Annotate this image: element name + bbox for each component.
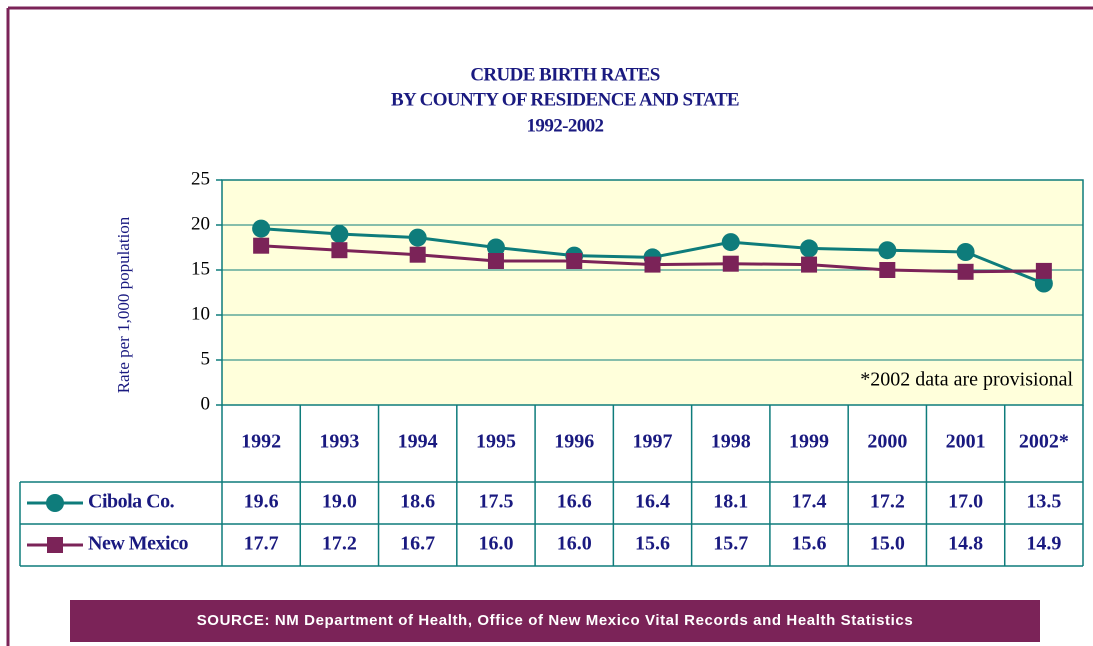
source: SOURCE: NM Department of Health, Office …	[197, 612, 914, 629]
x-tick-label: 1992	[241, 431, 281, 453]
point	[1035, 262, 1052, 279]
y-tick-label: 20	[191, 213, 210, 234]
data-label: 14.8	[948, 533, 983, 555]
data-label: 16.0	[557, 533, 592, 555]
x-tick-label: 1996	[554, 431, 594, 453]
point	[409, 246, 426, 263]
data-label: 17.2	[322, 533, 357, 555]
source-bar	[70, 600, 1040, 642]
y-tick-label: 0	[201, 393, 211, 414]
y-tick-label: 25	[191, 168, 210, 189]
x-tick-label: 1999	[789, 431, 829, 453]
data-label: 17.2	[870, 491, 905, 513]
data-label: 17.7	[244, 533, 279, 555]
chart-title: BY COUNTY OF RESIDENCE AND STATE	[391, 89, 739, 110]
point	[644, 256, 661, 273]
point	[879, 262, 896, 278]
y-tick-label: 10	[191, 303, 210, 324]
legend-marker	[47, 537, 63, 553]
data-label: 13.5	[1026, 491, 1061, 513]
point	[330, 225, 349, 243]
point	[487, 253, 504, 269]
point	[1034, 274, 1053, 293]
point	[801, 256, 818, 273]
x-tick-label: 1995	[476, 431, 516, 453]
data-label: 15.6	[792, 533, 827, 555]
plot-area	[221, 179, 1084, 406]
y-axis-label: Rate per 1,000 population	[114, 216, 133, 393]
chart-title: CRUDE BIRTH RATES	[470, 64, 659, 85]
point	[878, 241, 897, 260]
x-tick-label: 1993	[319, 431, 359, 453]
data-label: 17.4	[792, 491, 827, 513]
y-tick-label: 5	[201, 348, 211, 369]
data-label: 17.0	[948, 491, 983, 513]
point	[721, 233, 740, 252]
data-label: 19.6	[244, 491, 279, 513]
point	[566, 253, 583, 269]
data-label: 16.7	[400, 533, 435, 555]
point	[956, 243, 975, 261]
data-label: 19.0	[322, 491, 357, 513]
x-tick-label: 2002*	[1019, 431, 1069, 453]
x-tick-label: 2000	[867, 431, 907, 453]
annotation: *2002 data are provisional	[860, 369, 1073, 391]
data-label: 14.9	[1026, 533, 1061, 555]
data-label: 18.6	[400, 491, 435, 513]
point	[252, 219, 271, 238]
chart-title: 1992-2002	[527, 115, 604, 136]
point	[800, 239, 819, 258]
legend-label: Cibola Co.	[88, 491, 175, 513]
data-label: 16.6	[557, 491, 592, 513]
x-tick-label: 1997	[633, 431, 673, 453]
data-label: 17.5	[478, 491, 513, 513]
data-label: 16.0	[478, 533, 513, 555]
data-label: 16.4	[635, 491, 670, 513]
x-tick-label: 1998	[711, 431, 751, 453]
data-label: 15.0	[870, 533, 905, 555]
point	[331, 242, 348, 259]
data-label: 15.7	[713, 533, 748, 555]
y-tick-label: 15	[191, 258, 210, 279]
point	[486, 238, 505, 257]
point	[253, 237, 270, 254]
point	[957, 263, 974, 280]
point	[722, 255, 739, 272]
x-tick-label: 1994	[398, 431, 438, 453]
x-tick-label: 2001	[946, 431, 986, 453]
point	[408, 228, 427, 247]
legend-label: New Mexico	[88, 533, 188, 555]
legend-marker	[46, 494, 64, 512]
data-label: 15.6	[635, 533, 670, 555]
data-label: 18.1	[713, 491, 748, 513]
